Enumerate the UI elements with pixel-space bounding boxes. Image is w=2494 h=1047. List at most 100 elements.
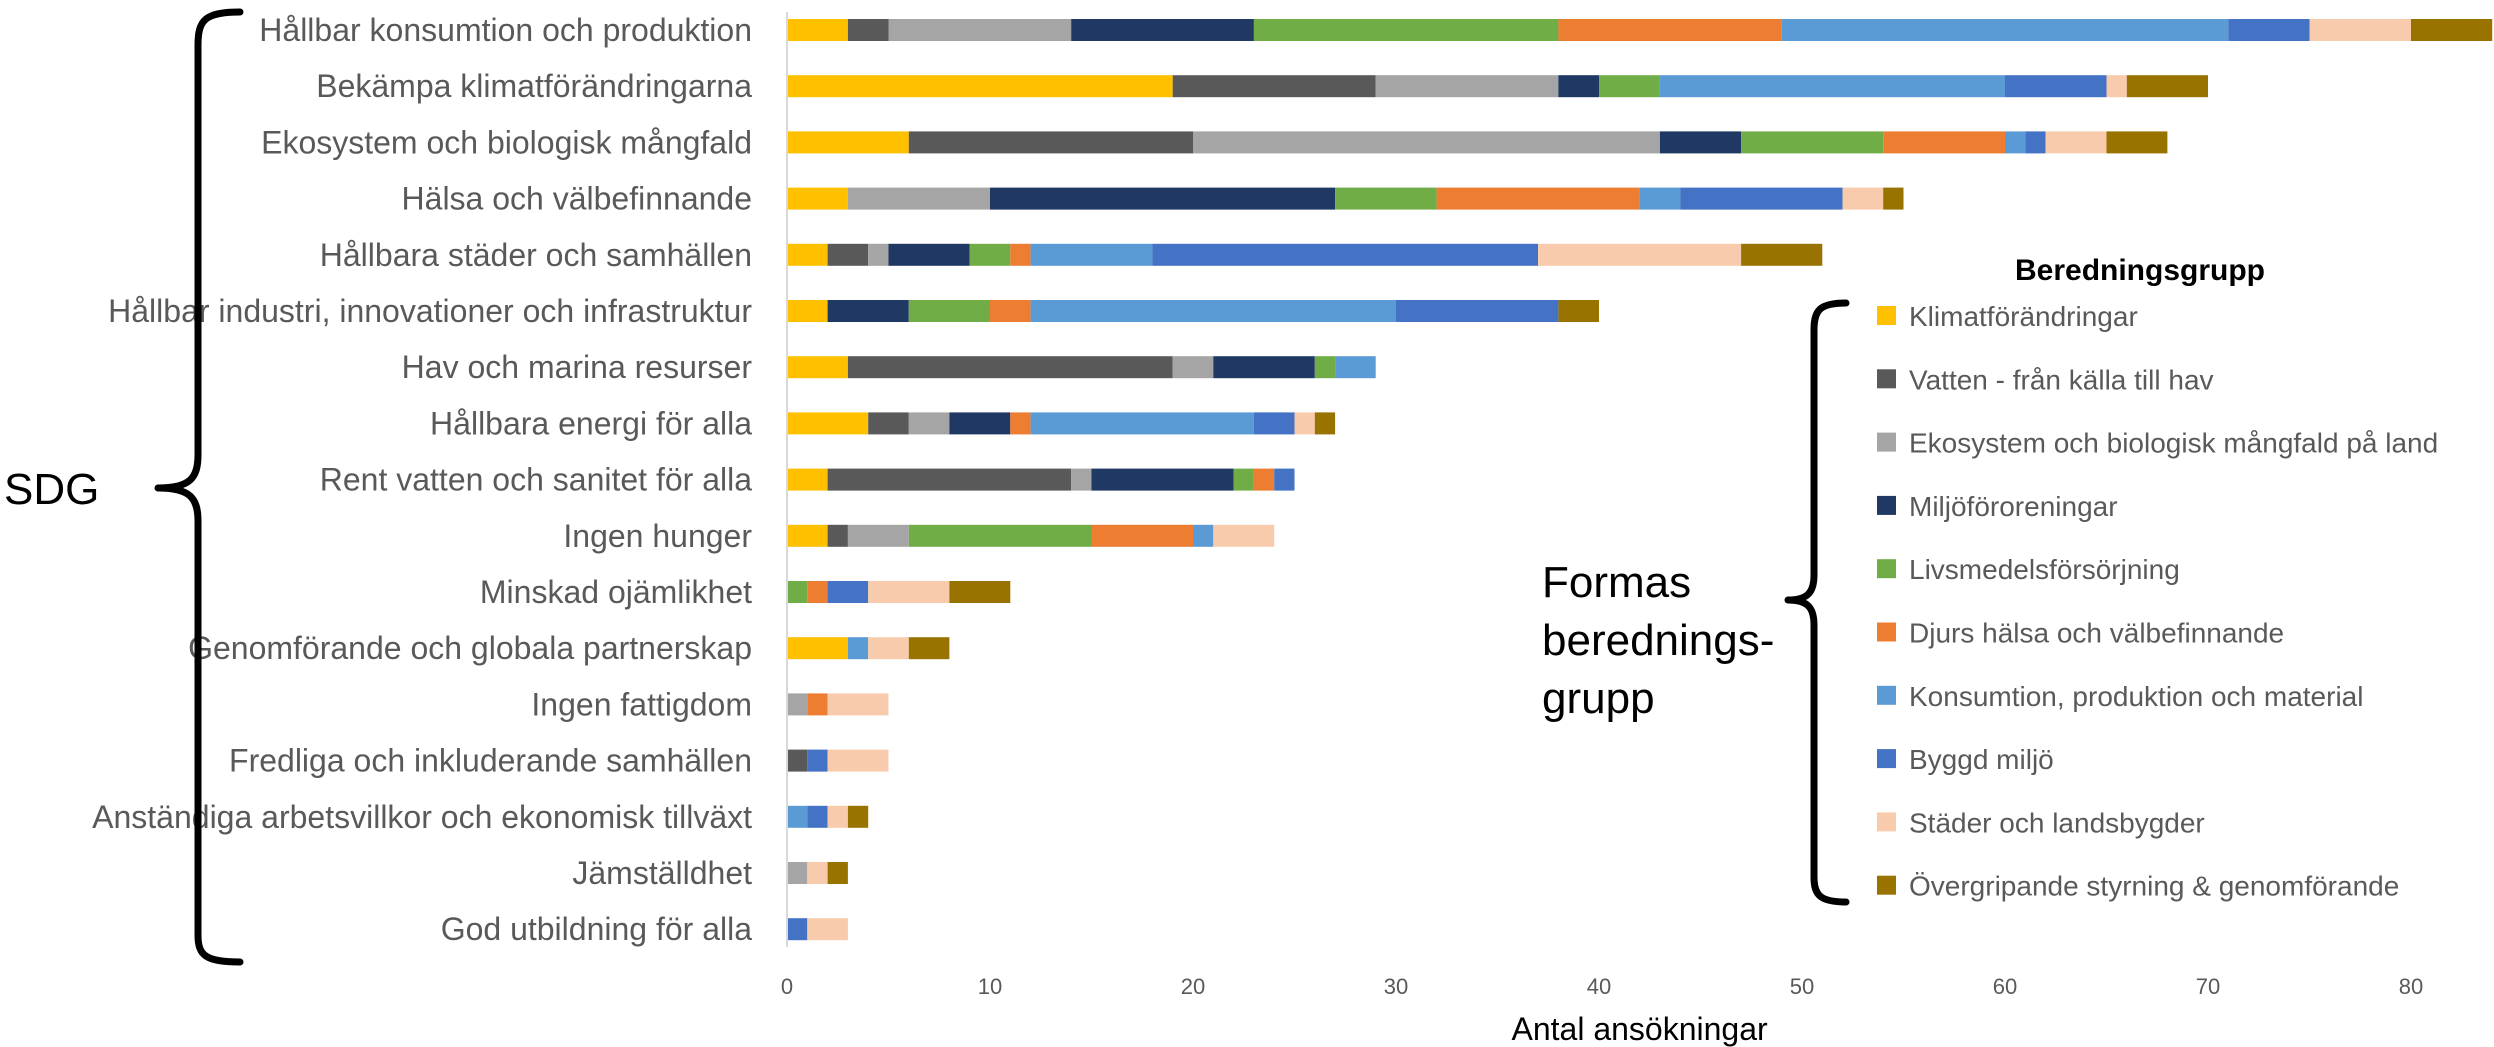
bar-rent-vatten-och-sanitet-for-alla-series-2 [827,468,1072,491]
x-tick-10: 10 [978,974,1002,999]
legend-swatch-3 [1877,432,1896,452]
category-label-jamstalldhet: Jämställdhet [572,855,752,891]
bar-ingen-hunger-series-9 [1213,524,1275,547]
category-label-hallbar-konsumtion-och-produktion: Hållbar konsumtion och produktion [259,12,752,48]
category-label-fredliga-och-inkluderande-samhallen: Fredliga och inkluderande samhällen [229,743,752,779]
legend-swatch-4 [1877,495,1896,515]
bar-ekosystem-och-biologisk-mangfald-series-6 [1883,131,2005,154]
bar-ekosystem-och-biologisk-mangfald-series-5 [1741,131,1884,154]
legend-label-6: Djurs hälsa och välbefinnande [1909,618,2284,649]
bar-bekampa-klimatforandringarna-series-1 [787,75,1173,98]
bar-fredliga-och-inkluderande-samhallen-series-8 [807,749,828,772]
bar-minskad-ojamlikhet-series-6 [807,581,828,603]
legend-label-1: Klimatförändringar [1909,301,2138,332]
category-label-genomforande-och-globala-partnerskap: Genomförande och globala partnerskap [188,630,752,666]
bars-group [787,19,2493,941]
bar-fredliga-och-inkluderande-samhallen-series-9 [827,749,889,772]
legend-swatch-10 [1877,875,1896,895]
bar-rent-vatten-och-sanitet-for-alla-series-4 [1091,468,1234,491]
bar-ekosystem-och-biologisk-mangfald-series-10 [2106,131,2168,154]
bar-hallbara-energi-for-alla-series-3 [908,412,950,435]
bar-hallbar-konsumtion-och-produktion-series-10 [2411,19,2493,41]
bar-god-utbildning-for-alla-series-8 [787,918,808,941]
bar-ekosystem-och-biologisk-mangfald-series-7 [2005,131,2026,154]
bar-jamstalldhet-series-9 [807,862,828,884]
bar-hallbar-industri-innovationer-och-infrastruktur-series-4 [827,300,909,322]
legend-title: Beredningsgrupp [2015,254,2265,287]
legend-label-3: Ekosystem och biologisk mångfald på land [1909,428,2438,459]
x-axis-title: Antal ansökningar [1512,1011,1769,1047]
bar-rent-vatten-och-sanitet-for-alla-series-1 [787,468,828,491]
legend-label-7: Konsumtion, produktion och material [1909,681,2363,712]
bar-anstandiga-arbetsvillkor-och-ekonomisk-tillvaxt-series-7 [787,805,808,828]
bar-hallbar-industri-innovationer-och-infrastruktur-series-6 [990,300,1031,322]
bar-hallbar-konsumtion-och-produktion-series-9 [2309,19,2411,41]
bar-hav-och-marina-resurser-series-1 [787,356,848,379]
category-label-bekampa-klimatforandringarna: Bekämpa klimatförändringarna [316,68,752,104]
bar-genomforande-och-globala-partnerskap-series-1 [787,637,848,660]
bar-rent-vatten-och-sanitet-for-alla-series-6 [1253,468,1275,491]
legend-swatch-1 [1877,306,1896,325]
bar-genomforande-och-globala-partnerskap-series-7 [847,637,869,660]
bar-hallbar-konsumtion-och-produktion-series-2 [847,19,889,41]
formas-label-line-1: Formas [1542,558,1691,607]
bar-ingen-fattigdom-series-6 [807,693,828,716]
bar-hallbara-stader-och-samhallen-series-1 [787,243,828,266]
bar-hallbara-stader-och-samhallen-series-9 [1538,243,1742,266]
legend: Klimatförändringar Vatten - från källa ti… [1877,301,2438,902]
bar-halsa-och-valbefinnande-series-7 [1639,187,1681,210]
bar-halsa-och-valbefinnande-series-3 [847,187,990,210]
bar-hallbara-energi-for-alla-series-1 [787,412,869,435]
bar-ekosystem-och-biologisk-mangfald-series-1 [787,131,909,154]
category-label-rent-vatten-och-sanitet-for-alla: Rent vatten och sanitet för alla [320,462,752,498]
bar-halsa-och-valbefinnande-series-5 [1335,187,1437,210]
x-tick-50: 50 [1790,974,1814,999]
bar-hav-och-marina-resurser-series-2 [847,356,1173,379]
bar-hallbara-stader-och-samhallen-series-4 [888,243,970,266]
bar-hallbara-stader-och-samhallen-series-7 [1030,243,1153,266]
bar-anstandiga-arbetsvillkor-och-ekonomisk-tillvaxt-series-10 [847,805,869,828]
category-labels: Hållbar konsumtion och produktion Bekämpa… [92,12,752,947]
bar-hallbara-energi-for-alla-series-4 [949,412,1011,435]
bar-anstandiga-arbetsvillkor-och-ekonomisk-tillvaxt-series-9 [827,805,848,828]
bar-halsa-och-valbefinnande-series-4 [990,187,1336,210]
bar-ingen-hunger-series-7 [1193,524,1214,547]
legend-swatch-7 [1877,685,1896,705]
bar-rent-vatten-och-sanitet-for-alla-series-5 [1233,468,1254,491]
formas-brace [1784,299,1850,906]
bar-genomforande-och-globala-partnerskap-series-10 [908,637,950,660]
bar-hallbara-stader-och-samhallen-series-3 [868,243,889,266]
bar-fredliga-och-inkluderande-samhallen-series-2 [787,749,808,772]
formas-label-line-2: berednings- [1542,616,1774,665]
bar-hallbar-konsumtion-och-produktion-series-5 [1253,19,1559,41]
formas-label-line-3: grupp [1542,674,1655,723]
bar-bekampa-klimatforandringarna-series-9 [2106,75,2127,98]
sdg-label: SDG [4,465,99,514]
bar-ekosystem-och-biologisk-mangfald-series-3 [1193,131,1660,154]
x-tick-30: 30 [1384,974,1408,999]
legend-swatch-2 [1877,369,1896,389]
bar-hallbara-stader-och-samhallen-series-5 [969,243,1011,266]
bar-halsa-och-valbefinnande-series-10 [1883,187,1904,210]
legend-label-10: Övergripande styrning & genomförande [1909,871,2399,902]
x-tick-60: 60 [1993,974,2017,999]
bar-hav-och-marina-resurser-series-4 [1213,356,1315,379]
bar-ingen-hunger-series-2 [827,524,848,547]
bar-bekampa-klimatforandringarna-series-7 [1659,75,2005,98]
bar-ingen-hunger-series-1 [787,524,828,547]
category-label-hallbar-industri-innovationer-och-infrastruktur: Hållbar industri, innovationer och infra… [108,293,752,329]
bar-hallbara-energi-for-alla-series-6 [1010,412,1031,435]
bar-hallbara-energi-for-alla-series-2 [868,412,909,435]
bar-bekampa-klimatforandringarna-series-8 [2005,75,2107,98]
bar-hallbar-konsumtion-och-produktion-series-1 [787,19,848,41]
legend-swatch-6 [1877,622,1896,642]
bar-minskad-ojamlikhet-series-8 [827,581,869,603]
bar-bekampa-klimatforandringarna-series-3 [1375,75,1559,98]
bar-minskad-ojamlikhet-series-10 [949,581,1011,603]
category-label-hallbara-stader-och-samhallen: Hållbara städer och samhällen [320,237,752,273]
x-tick-40: 40 [1587,974,1611,999]
bar-hallbar-konsumtion-och-produktion-series-7 [1781,19,2229,41]
bar-minskad-ojamlikhet-series-5 [787,581,808,603]
bar-hallbar-industri-innovationer-och-infrastruktur-series-1 [787,300,828,322]
